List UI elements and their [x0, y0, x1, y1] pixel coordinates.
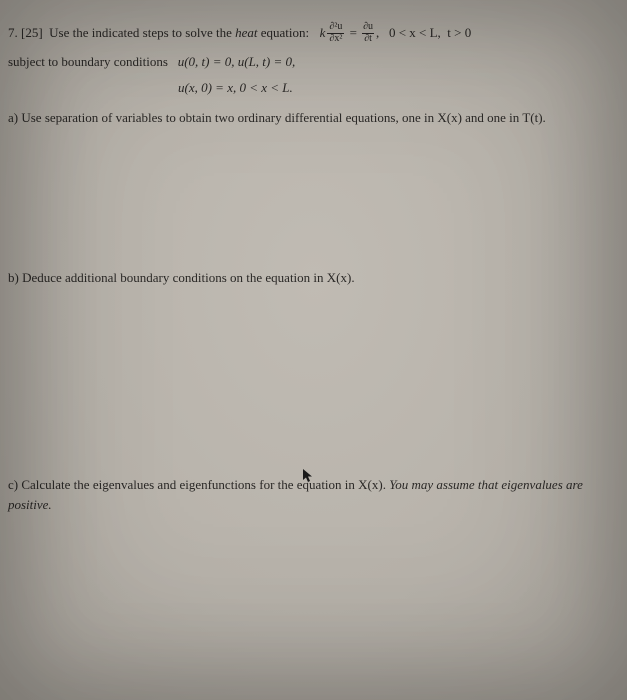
part-c: c) Calculate the eigenvalues and eigenfu…: [8, 475, 605, 515]
pde-lhs-den: ∂x²: [327, 33, 344, 45]
stem-suffix: equation:: [258, 23, 316, 43]
workspace-gap-b: [8, 289, 605, 475]
pde-rhs-num: ∂u: [363, 22, 373, 33]
stem-prefix: Use the indicated steps to solve the: [43, 23, 235, 43]
pde-rhs-den: ∂t: [362, 33, 374, 45]
pde-lhs-fraction: ∂²u ∂x²: [327, 22, 344, 44]
pde-domain: , 0 < x < L, t > 0: [376, 23, 471, 43]
pde-equation: k ∂²u ∂x² = ∂u ∂t , 0 < x < L, t > 0: [320, 22, 472, 44]
part-c-prefix: c) Calculate the eigenvalues and eigenfu…: [8, 477, 389, 492]
boundary-conditions-line: subject to boundary conditions u(0, t) =…: [8, 52, 605, 72]
bc-prefix: subject to boundary conditions: [8, 54, 174, 69]
problem-stem-line: 7. [25] Use the indicated steps to solve…: [8, 22, 605, 44]
pde-equals: =: [346, 23, 360, 43]
workspace-gap-c: [8, 515, 605, 700]
part-b: b) Deduce additional boundary conditions…: [8, 268, 605, 288]
stem-italic-heat: heat: [235, 23, 257, 43]
workspace-gap-a: [8, 128, 605, 268]
initial-condition-line: u(x, 0) = x, 0 < x < L.: [178, 78, 605, 98]
pde-lhs-num: ∂²u: [329, 22, 342, 33]
problem-number: 7. [25]: [8, 23, 43, 43]
pde-k: k: [320, 23, 326, 43]
document-page: 7. [25] Use the indicated steps to solve…: [0, 0, 627, 700]
part-a: a) Use separation of variables to obtain…: [8, 108, 605, 128]
pde-rhs-fraction: ∂u ∂t: [362, 22, 374, 44]
bc-text: u(0, t) = 0, u(L, t) = 0,: [178, 54, 296, 69]
